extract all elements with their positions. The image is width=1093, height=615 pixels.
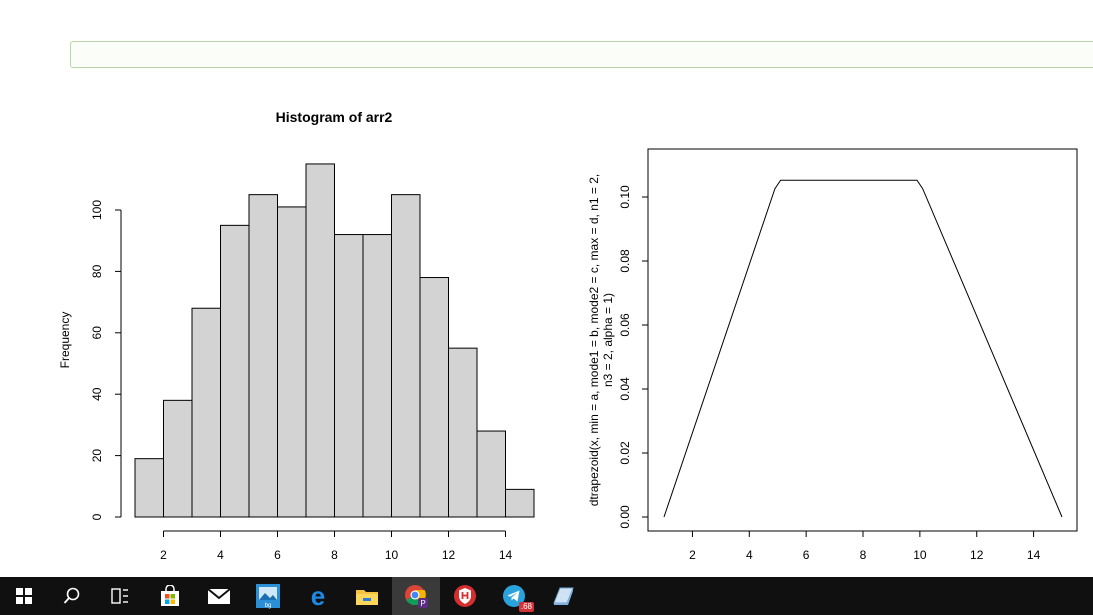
density-y-axis-label-line2: n3 = 2, alpha = 1) — [601, 293, 615, 387]
density-x-tick-label: 12 — [970, 548, 984, 562]
output-box — [70, 41, 1093, 68]
histogram-chart: Histogram of arr2 Frequency 2 4 6 8 10 12 14 0… — [58, 109, 535, 562]
histogram-bar — [505, 488, 535, 518]
windows-taskbar: bg e P .68 — [0, 577, 1093, 615]
notes-app-icon[interactable] — [539, 577, 587, 615]
histogram-x-tick-label: 2 — [160, 548, 167, 562]
histogram-bar — [220, 224, 250, 518]
histogram-bars — [134, 163, 535, 518]
histogram-x-tick-label: 4 — [217, 548, 224, 562]
histogram-title: Histogram of arr2 — [276, 109, 393, 125]
svg-text:e: e — [311, 584, 325, 608]
histogram-bar — [305, 163, 335, 518]
density-y-tick-label: 0.08 — [618, 249, 632, 273]
telegram-icon[interactable]: .68 — [490, 577, 538, 615]
trapezoid-density-chart: dtrapezoid(x, min = a, mode1 = b, mode2 … — [587, 148, 1078, 562]
histogram-y-tick-label: 60 — [90, 326, 104, 340]
density-x-axis: 2 4 6 8 10 12 14 — [689, 530, 1041, 562]
histogram-bar — [163, 399, 193, 518]
density-y-tick-label: 0.06 — [618, 313, 632, 337]
histogram-bar — [448, 347, 478, 518]
mail-icon[interactable] — [195, 577, 243, 615]
histogram-bar — [248, 194, 278, 518]
task-view-icon[interactable] — [96, 577, 144, 615]
histogram-y-tick-label: 0 — [90, 513, 104, 520]
windows-start-icon[interactable] — [0, 577, 48, 615]
histogram-y-tick-label: 40 — [90, 387, 104, 401]
histogram-x-tick-label: 6 — [274, 548, 281, 562]
histogram-x-tick-label: 14 — [499, 548, 513, 562]
density-y-tick-label: 0.10 — [618, 185, 632, 209]
histogram-bar — [419, 277, 449, 518]
histogram-bar — [191, 307, 221, 518]
density-x-tick-label: 2 — [689, 548, 696, 562]
density-x-tick-label: 8 — [860, 548, 867, 562]
plot-area: Histogram of arr2 Frequency 2 4 6 8 10 12 14 0… — [58, 109, 1078, 562]
edge-icon[interactable]: e — [294, 577, 342, 615]
histogram-x-tick-label: 12 — [442, 548, 456, 562]
histogram-bar — [334, 234, 364, 518]
svg-text:bg: bg — [265, 603, 272, 609]
density-x-tick-label: 4 — [746, 548, 753, 562]
file-explorer-icon[interactable] — [343, 577, 391, 615]
histogram-x-axis: 2 4 6 8 10 12 14 — [160, 530, 513, 562]
telegram-badge: .68 — [518, 602, 534, 612]
density-y-tick-label: 0.04 — [618, 377, 632, 401]
photos-app-icon[interactable]: bg — [244, 577, 292, 615]
density-line — [663, 179, 1063, 518]
density-x-tick-label: 14 — [1027, 548, 1041, 562]
histogram-bar — [362, 234, 392, 518]
store-icon[interactable] — [146, 577, 194, 615]
plot-frame — [647, 148, 1078, 532]
shield-app-icon[interactable] — [441, 577, 489, 615]
histogram-x-tick-label: 10 — [385, 548, 399, 562]
histogram-y-tick-label: 20 — [90, 449, 104, 463]
search-icon[interactable] — [48, 577, 96, 615]
histogram-x-tick-label: 8 — [331, 548, 338, 562]
histogram-bar — [476, 430, 506, 518]
histogram-bar — [134, 458, 164, 518]
svg-text:P: P — [420, 599, 425, 608]
density-x-tick-label: 10 — [913, 548, 927, 562]
histogram-y-tick-label: 100 — [90, 200, 104, 220]
histogram-y-tick-label: 80 — [90, 264, 104, 278]
histogram-bar — [391, 194, 421, 518]
density-y-tick-label: 0.00 — [618, 505, 632, 529]
histogram-y-axis-label: Frequency — [58, 312, 72, 369]
chrome-icon[interactable]: P — [392, 577, 440, 615]
density-y-axis-label-line1: dtrapezoid(x, min = a, mode1 = b, mode2 … — [587, 174, 601, 507]
density-y-tick-label: 0.02 — [618, 441, 632, 465]
density-x-tick-label: 6 — [803, 548, 810, 562]
density-y-axis: 0.00 0.02 0.04 0.06 0.08 0.10 — [618, 185, 649, 529]
histogram-y-axis: 0 20 40 60 80 100 — [90, 200, 122, 520]
histogram-bar — [277, 206, 307, 518]
